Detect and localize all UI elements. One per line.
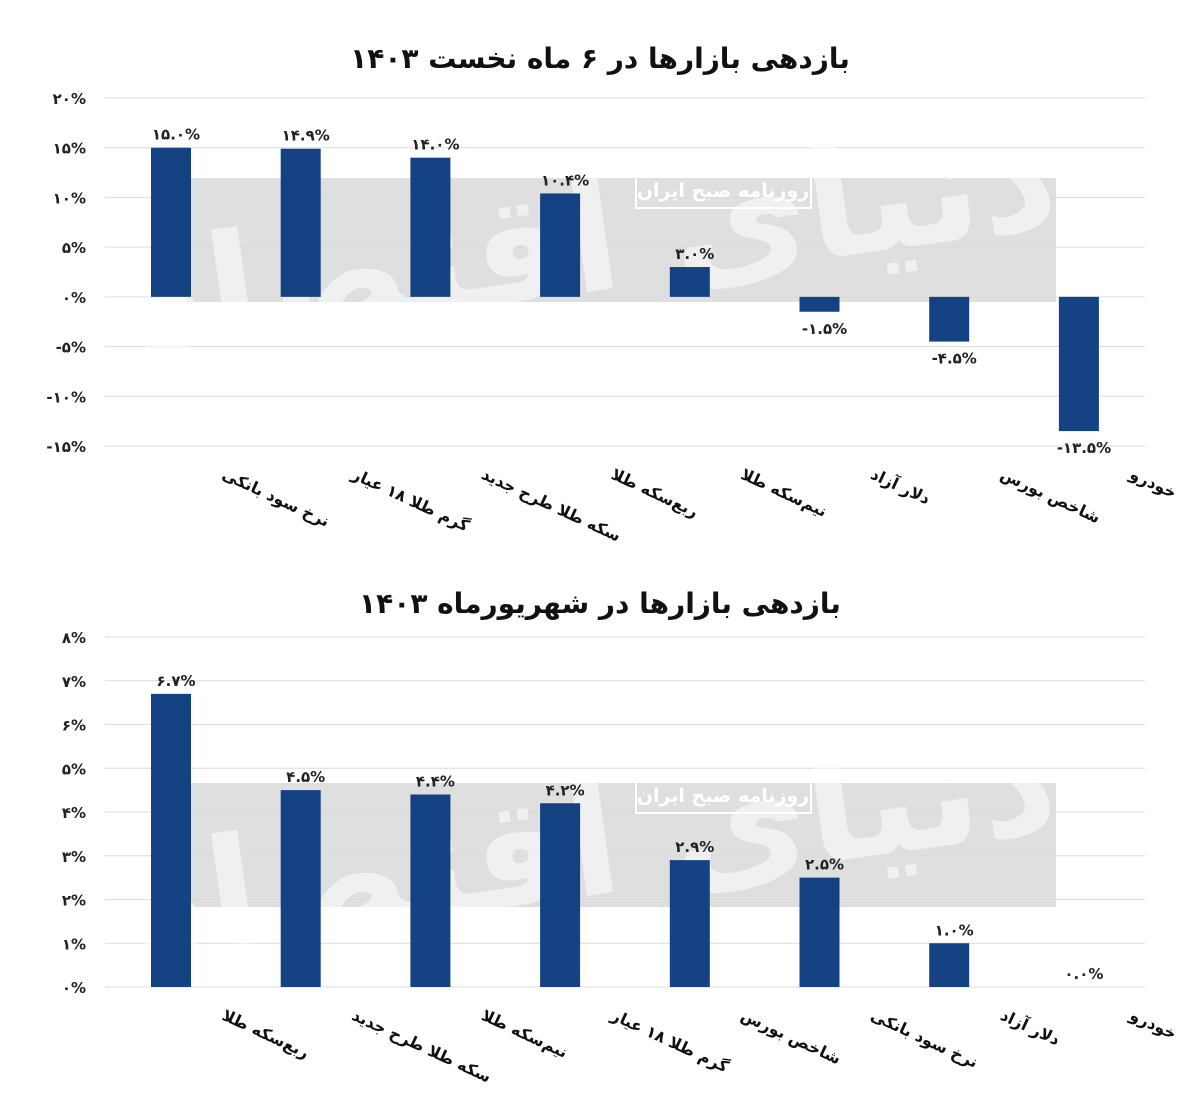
data-label: ۴.۲% <box>546 781 585 799</box>
x-tick-label: گرم طلا ۱۸ عیار <box>348 464 473 536</box>
bars <box>151 147 1099 432</box>
bar <box>669 267 710 297</box>
chart-title: بازدهی بازارها در شهریورماه ۱۴۰۳ <box>359 587 841 620</box>
y-tick-label: ۴% <box>62 804 86 822</box>
y-tick-label: ۳% <box>62 848 86 866</box>
data-labels: ۶.۷% ۴.۵% ۴.۴% ۴.۲% ۲.۹% ۲.۵% ۱.۰% ۰.۰% <box>156 672 1103 983</box>
data-label: ۰.۰% <box>1064 965 1103 983</box>
bar <box>410 157 451 297</box>
bar <box>410 794 451 987</box>
chart-shahrivar: بازدهی بازارها در شهریورماه ۱۴۰۳ ۸% ۷% ۶% ۵… <box>0 549 1200 1098</box>
watermark-sub-text: روزنامه صبح ایران <box>637 785 809 807</box>
data-label: ۳.۰% <box>675 245 714 263</box>
bar <box>151 147 191 297</box>
bar <box>280 790 321 987</box>
y-axis-ticks: ۸% ۷% ۶% ۵% ۴% ۳% ۲% ۱% ۰% <box>62 629 86 997</box>
bars <box>151 693 970 987</box>
y-tick-label: -۱۰% <box>46 388 86 406</box>
bar <box>799 877 840 987</box>
data-labels: ۱۵.۰% ۱۴.۹% ۱۴.۰% ۱۰.۴% ۳.۰% -۱.۵% -۴.۵% -۱۳.۵% <box>152 126 1111 457</box>
bar <box>669 860 710 987</box>
y-tick-label: ۲۰% <box>53 90 86 108</box>
data-label: ۶.۷% <box>156 672 195 690</box>
y-tick-label: ۶% <box>62 717 86 735</box>
data-label: ۱۴.۰% <box>411 136 459 154</box>
chart-title: بازدهی بازارها در ۶ ماه نخست ۱۴۰۳ <box>350 42 850 75</box>
x-tick-label: ربع‌سکه طلا <box>219 1005 312 1062</box>
data-label: ۲.۵% <box>805 856 844 874</box>
data-label: ۴.۴% <box>416 773 455 791</box>
bar <box>1058 296 1099 432</box>
x-tick-label: شاخص بورس <box>738 1005 844 1068</box>
x-tick-label: دلار آزاد <box>998 1004 1064 1049</box>
x-tick-label: نرخ سود بانکی <box>868 1005 981 1071</box>
data-label: ۱۰.۴% <box>541 171 589 189</box>
y-tick-label: ۷% <box>62 673 86 691</box>
y-tick-label: ۵% <box>62 760 86 778</box>
bar <box>799 296 840 312</box>
x-tick-label: نیم‌سکه طلا <box>738 464 830 520</box>
x-tick-label: نیم‌سکه طلا <box>479 1005 571 1061</box>
bar <box>929 943 970 987</box>
data-label: -۱.۵% <box>802 320 847 338</box>
y-axis-ticks: ۲۰% ۱۵% ۱۰% ۵% ۰% -۵% -۱۰% -۱۵% <box>46 90 86 456</box>
y-tick-label: ۰% <box>62 289 86 307</box>
x-tick-label: خودرو <box>1126 464 1179 502</box>
x-tick-label: نرخ سود بانکی <box>219 464 332 530</box>
y-tick-label: -۵% <box>56 339 86 357</box>
bar <box>929 296 970 342</box>
x-tick-label: گرم طلا ۱۸ عیار <box>608 1005 733 1077</box>
x-axis-labels: نرخ سود بانکی گرم طلا ۱۸ عیار سکه طلا طرح … <box>219 463 1179 545</box>
data-label: ۱۵.۰% <box>152 126 200 144</box>
data-label: ۱.۰% <box>935 921 974 939</box>
y-tick-label: ۱% <box>62 935 86 953</box>
watermark-logo: دنیای اقتصاد <box>119 692 1067 994</box>
bar <box>540 803 581 987</box>
bar <box>540 193 581 297</box>
data-label: ۴.۵% <box>286 768 325 786</box>
x-tick-label: خودرو <box>1126 1005 1179 1043</box>
data-label: ۲.۹% <box>675 838 714 856</box>
y-tick-label: ۰% <box>62 979 86 997</box>
watermark-sub-text: روزنامه صبح ایران <box>637 180 809 202</box>
bar-chart-svg: ۲۰% ۱۵% ۱۰% ۵% ۰% -۵% -۱۰% -۱۵% روزنامه صبح ایرا… <box>46 88 1179 545</box>
watermark-band <box>186 783 1056 907</box>
watermark-band <box>186 178 1056 302</box>
watermark-sub-box <box>635 171 812 209</box>
data-label: -۱۳.۵% <box>1057 439 1111 457</box>
watermark-sub-box <box>635 776 812 814</box>
x-tick-label: شاخص بورس <box>998 464 1104 527</box>
y-tick-label: ۵% <box>62 239 86 257</box>
data-label: ۱۴.۹% <box>282 127 330 145</box>
x-tick-label: سکه طلا طرح جدید <box>479 464 624 545</box>
x-tick-label: دلار آزاد <box>868 463 934 508</box>
y-tick-label: ۱۵% <box>53 140 86 158</box>
y-tick-label: -۱۵% <box>46 438 86 456</box>
bar-chart-svg: ۸% ۷% ۶% ۵% ۴% ۳% ۲% ۱% ۰% روزنامه صبح ایراندنیای… <box>62 629 1180 1087</box>
y-tick-label: ۲% <box>62 892 86 910</box>
x-tick-label: ربع‌سکه طلا <box>608 464 701 521</box>
x-tick-label: سکه طلا طرح جدید <box>349 1005 494 1086</box>
bar <box>151 693 191 987</box>
watermark-logo: دنیای اقتصاد <box>119 88 1067 390</box>
y-tick-label: ۸% <box>62 629 86 647</box>
y-tick-label: ۱۰% <box>53 189 86 207</box>
chart-six-months: بازدهی بازارها در ۶ ماه نخست ۱۴۰۳ ۲۰% ۱۵%… <box>46 42 1179 546</box>
bar <box>280 148 321 297</box>
data-label: -۴.۵% <box>932 350 977 368</box>
